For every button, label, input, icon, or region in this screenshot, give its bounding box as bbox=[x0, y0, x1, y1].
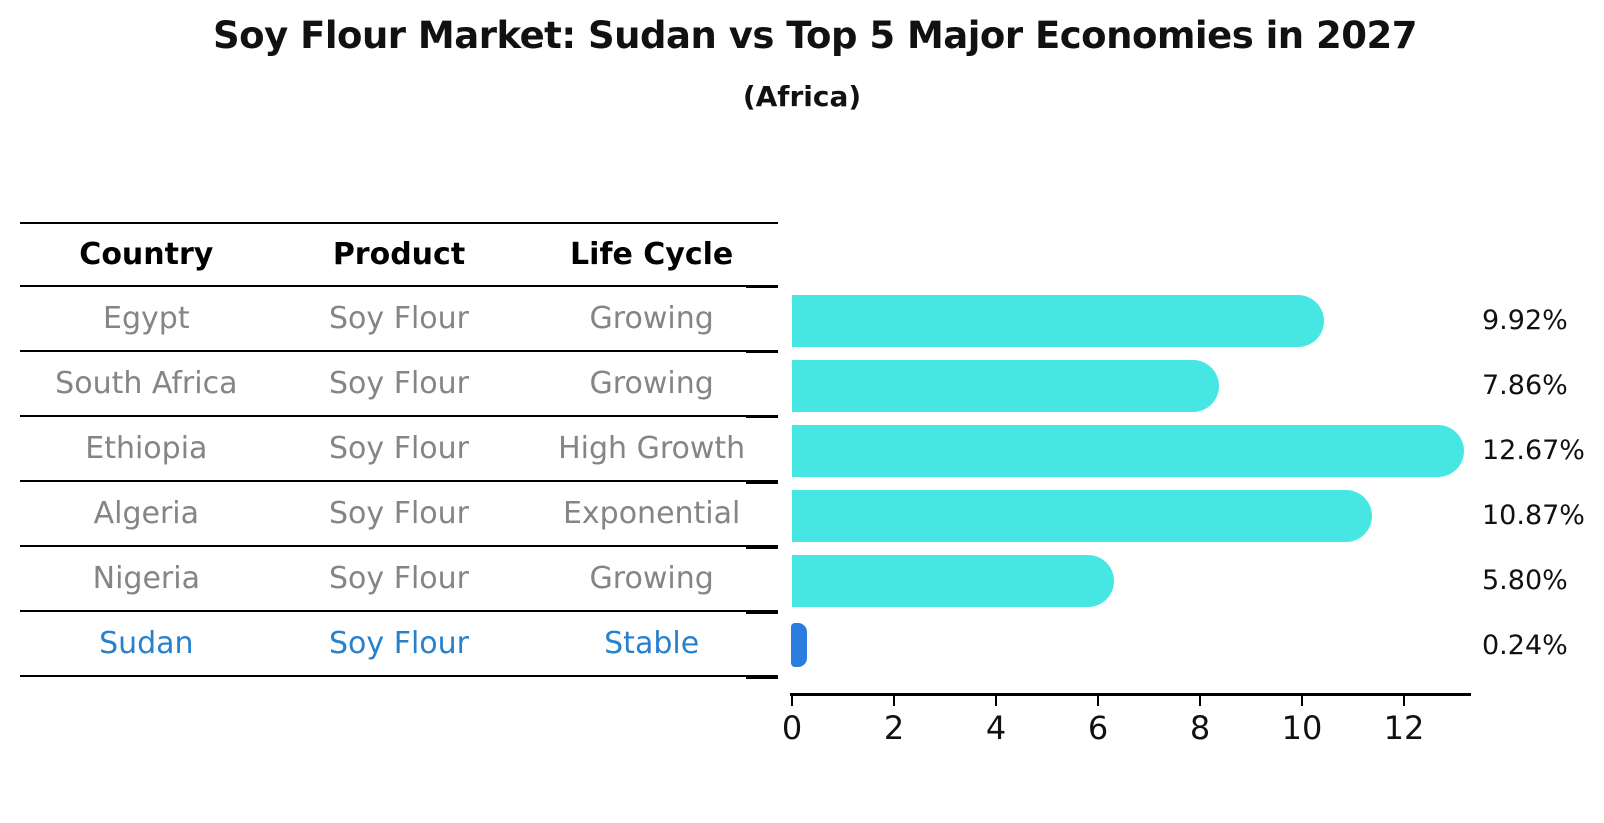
cell-lifecycle: Exponential bbox=[562, 496, 741, 531]
cell-country: Egypt bbox=[103, 301, 190, 336]
x-tick-label: 6 bbox=[1087, 709, 1109, 747]
x-axis-tick bbox=[995, 694, 997, 706]
chart-title: Soy Flour Market: Sudan vs Top 5 Major E… bbox=[213, 14, 1417, 57]
x-tick-label: 8 bbox=[1189, 709, 1211, 747]
x-axis-tick bbox=[1301, 694, 1303, 706]
cell-lifecycle: Growing bbox=[589, 561, 714, 596]
x-axis-line bbox=[790, 693, 1471, 696]
x-tick-label: 2 bbox=[883, 709, 905, 747]
cell-country: Sudan bbox=[99, 626, 194, 661]
chart-subtitle: (Africa) bbox=[742, 80, 862, 113]
y-axis-tick bbox=[746, 677, 778, 679]
table-row: Algeria Soy Flour Exponential bbox=[20, 482, 778, 547]
x-axis-tick bbox=[1403, 694, 1405, 706]
value-label: 9.92% bbox=[1482, 305, 1568, 336]
cell-product: Soy Flour bbox=[329, 496, 469, 531]
table-row: Sudan Soy Flour Stable bbox=[20, 612, 778, 677]
cell-product: Soy Flour bbox=[329, 431, 469, 466]
column-header-country: Country bbox=[79, 237, 214, 272]
value-label: 5.80% bbox=[1482, 565, 1568, 596]
y-axis-tick bbox=[746, 612, 778, 614]
cell-country: South Africa bbox=[55, 366, 238, 401]
bar-south-africa bbox=[792, 360, 1219, 412]
table-header-row: Country Product Life Cycle bbox=[20, 222, 778, 287]
y-axis-tick bbox=[746, 547, 778, 549]
cell-country: Ethiopia bbox=[85, 431, 208, 466]
cell-lifecycle: High Growth bbox=[558, 431, 746, 466]
column-header-lifecycle: Life Cycle bbox=[570, 237, 734, 272]
cell-lifecycle: Stable bbox=[604, 626, 700, 661]
table-row: Egypt Soy Flour Growing bbox=[20, 287, 778, 352]
cell-product: Soy Flour bbox=[329, 561, 469, 596]
y-axis-tick bbox=[746, 482, 778, 484]
value-label: 10.87% bbox=[1482, 500, 1585, 531]
y-axis-tick bbox=[746, 416, 778, 418]
cell-lifecycle: Growing bbox=[589, 301, 714, 336]
bar-egypt bbox=[792, 295, 1324, 347]
y-axis-tick bbox=[746, 286, 778, 288]
cell-product: Soy Flour bbox=[329, 626, 469, 661]
bar-nigeria bbox=[792, 555, 1114, 607]
cell-lifecycle: Growing bbox=[589, 366, 714, 401]
x-axis-tick bbox=[1097, 694, 1099, 706]
value-label: 7.86% bbox=[1482, 370, 1568, 401]
x-axis-tick bbox=[893, 694, 895, 706]
table-row: South Africa Soy Flour Growing bbox=[20, 352, 778, 417]
x-tick-label: 12 bbox=[1383, 709, 1425, 747]
x-tick-label: 0 bbox=[781, 709, 803, 747]
value-label: 0.24% bbox=[1482, 630, 1568, 661]
table-row: Ethiopia Soy Flour High Growth bbox=[20, 417, 778, 482]
x-tick-label: 4 bbox=[985, 709, 1007, 747]
x-axis-tick bbox=[791, 694, 793, 706]
x-axis-tick bbox=[1199, 694, 1201, 706]
cell-country: Nigeria bbox=[92, 561, 200, 596]
cell-country: Algeria bbox=[93, 496, 200, 531]
cell-product: Soy Flour bbox=[329, 366, 469, 401]
x-tick-label: 10 bbox=[1281, 709, 1323, 747]
value-label: 12.67% bbox=[1482, 435, 1585, 466]
cell-product: Soy Flour bbox=[329, 301, 469, 336]
bar-ethiopia bbox=[792, 425, 1464, 477]
bar-algeria bbox=[792, 490, 1372, 542]
bar-sudan bbox=[791, 623, 807, 667]
column-header-product: Product bbox=[332, 237, 466, 272]
y-axis-tick bbox=[746, 351, 778, 353]
table-row: Nigeria Soy Flour Growing bbox=[20, 547, 778, 612]
